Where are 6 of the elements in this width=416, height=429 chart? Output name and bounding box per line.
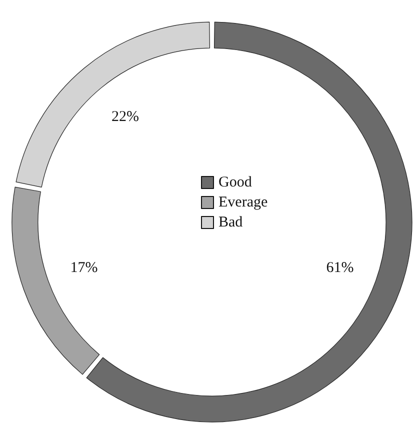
legend-label: Everage <box>218 194 268 210</box>
data-label: 22% <box>112 109 140 126</box>
data-label: 61% <box>326 260 354 276</box>
legend-label: Good <box>218 174 252 190</box>
legend-label: Bad <box>218 214 244 230</box>
data-label: 17% <box>70 260 98 276</box>
